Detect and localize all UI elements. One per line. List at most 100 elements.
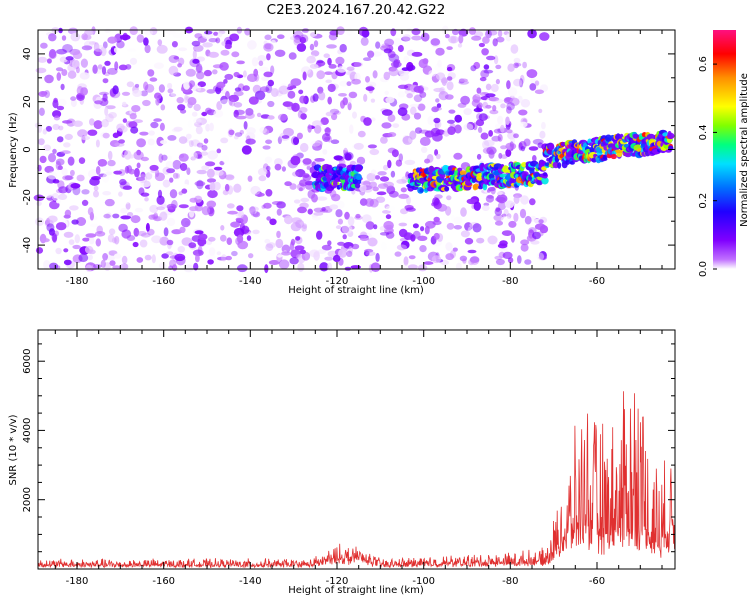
spectrogram-noise-cell (365, 86, 375, 91)
spectrogram-noise-cell (195, 125, 203, 135)
spectrogram-noise-cell (233, 102, 243, 108)
spectrogram-noise-cell (258, 66, 269, 72)
spectrogram-noise-cell (289, 36, 296, 41)
spectrogram-noise-cell (396, 244, 407, 251)
spectrogram-noise-cell (445, 253, 455, 261)
spectrogram-noise-cell (534, 80, 540, 86)
spectrogram-noise-cell (85, 233, 97, 238)
spectrogram-noise-cell (221, 41, 227, 46)
snr-x-tick-label: -100 (412, 576, 435, 587)
spectrogram-noise-cell (497, 201, 506, 211)
spectrogram-noise-cell (485, 83, 492, 91)
spectrogram-noise-cell (72, 51, 83, 60)
spectrogram-noise-cell (118, 139, 125, 144)
spectrogram-noise-cell (137, 231, 147, 236)
spectrogram-noise-cell (249, 206, 256, 215)
spectrogram-noise-cell (230, 221, 241, 228)
spectrogram-x-tick-label: -180 (66, 276, 89, 287)
spectrogram-noise-cell (149, 164, 159, 171)
spectrogram-noise-cell (290, 222, 302, 232)
colorbar-label: Normalized spectral amplitude (739, 73, 750, 227)
spectrogram-noise-cell (139, 131, 149, 136)
spectrogram-noise-cell (231, 250, 238, 257)
spectrogram-signal-cell (355, 176, 362, 180)
spectrogram-noise-cell (93, 190, 99, 198)
spectrogram-noise-cell (475, 93, 485, 97)
spectrogram-noise-cell (387, 50, 396, 59)
spectrogram-noise-cell (183, 80, 191, 90)
spectrogram-noise-cell (48, 33, 57, 42)
spectrogram-noise-cell (237, 264, 248, 273)
spectrogram-noise-cell (490, 83, 499, 93)
spectrogram-noise-cell (76, 217, 87, 226)
spectrogram-noise-cell (463, 123, 474, 131)
spectrogram-noise-cell (265, 165, 271, 172)
spectrogram-noise-cell (188, 80, 196, 88)
spectrogram-noise-cell (156, 206, 166, 211)
spectrogram-noise-cell (321, 244, 332, 251)
spectrogram-noise-cell (259, 126, 268, 134)
spectrogram-noise-cell (171, 41, 178, 48)
spectrogram-noise-cell (97, 64, 103, 70)
spectrogram-noise-cell (71, 219, 79, 225)
spectrogram-signal-cell (610, 153, 617, 160)
spectrogram-noise-cell (221, 155, 230, 164)
spectrogram-noise-cell (243, 121, 248, 130)
spectrogram-noise-cell (468, 259, 475, 266)
spectrogram-noise-cell (263, 71, 273, 78)
spectrogram-noise-cell (292, 137, 300, 145)
spectrogram-noise-cell (439, 86, 446, 95)
spectrogram-noise-cell (157, 39, 163, 46)
spectrogram-noise-cell (156, 44, 168, 54)
spectrogram-noise-cell (90, 223, 99, 228)
spectrogram-noise-cell (487, 195, 494, 199)
spectrogram-noise-cell (253, 68, 259, 77)
spectrogram-noise-cell (387, 132, 397, 138)
spectrogram-noise-cell (183, 264, 194, 273)
spectrogram-noise-cell (224, 183, 230, 192)
spectrogram-noise-cell (116, 40, 125, 49)
spectrogram-noise-cell (424, 158, 431, 164)
spectrogram-signal-cell (354, 183, 361, 189)
spectrogram-noise-cell (398, 153, 403, 162)
spectrogram-noise-cell (297, 110, 303, 119)
spectrogram-noise-cell (343, 151, 354, 161)
spectrogram-noise-cell (306, 165, 311, 170)
spectrogram-noise-cell (328, 64, 337, 69)
spectrogram-noise-cell (529, 198, 536, 206)
spectrogram-noise-cell (109, 260, 116, 266)
spectrogram-noise-cell (189, 197, 198, 203)
spectrogram-noise-cell (94, 44, 105, 53)
spectrogram-noise-cell (113, 253, 122, 259)
spectrogram-noise-cell (251, 57, 259, 67)
spectrogram-noise-cell (518, 109, 528, 116)
spectrogram-noise-cell (87, 129, 98, 136)
spectrogram-noise-cell (541, 121, 546, 130)
spectrogram-noise-cell (299, 142, 309, 153)
spectrogram-noise-cell (102, 252, 108, 261)
spectrogram-noise-cell (81, 189, 90, 195)
spectrogram-noise-cell (139, 239, 148, 248)
spectrogram-signal-cell (615, 149, 624, 154)
spectrogram-noise-cell (529, 83, 537, 91)
spectrogram-noise-cell (153, 62, 164, 69)
spectrogram-noise-cell (508, 220, 517, 228)
spectrogram-noise-cell (346, 66, 355, 71)
spectrogram-panel: -180 -160 -140 -120 -100 -80 -60 -40 -20 0 20 40 H… (8, 25, 676, 296)
spectrogram-noise-cell (445, 33, 450, 39)
spectrogram-noise-cell (128, 154, 135, 159)
spectrogram-noise-cell (407, 264, 418, 270)
spectrogram-noise-cell (195, 63, 203, 73)
spectrogram-noise-cell (351, 243, 360, 250)
spectrogram-noise-cell (417, 264, 428, 272)
spectrogram-noise-cell (507, 87, 518, 97)
spectrogram-noise-cell (114, 235, 120, 245)
spectrogram-noise-cell (327, 240, 332, 246)
spectrogram-noise-cell (460, 230, 470, 238)
spectrogram-noise-cell (357, 130, 366, 138)
spectrogram-noise-cell (398, 228, 408, 238)
spectrogram-noise-cell (113, 47, 119, 53)
spectrogram-noise-cell (446, 195, 452, 201)
spectrogram-noise-cell (197, 85, 202, 92)
spectrogram-noise-cell (485, 93, 496, 98)
